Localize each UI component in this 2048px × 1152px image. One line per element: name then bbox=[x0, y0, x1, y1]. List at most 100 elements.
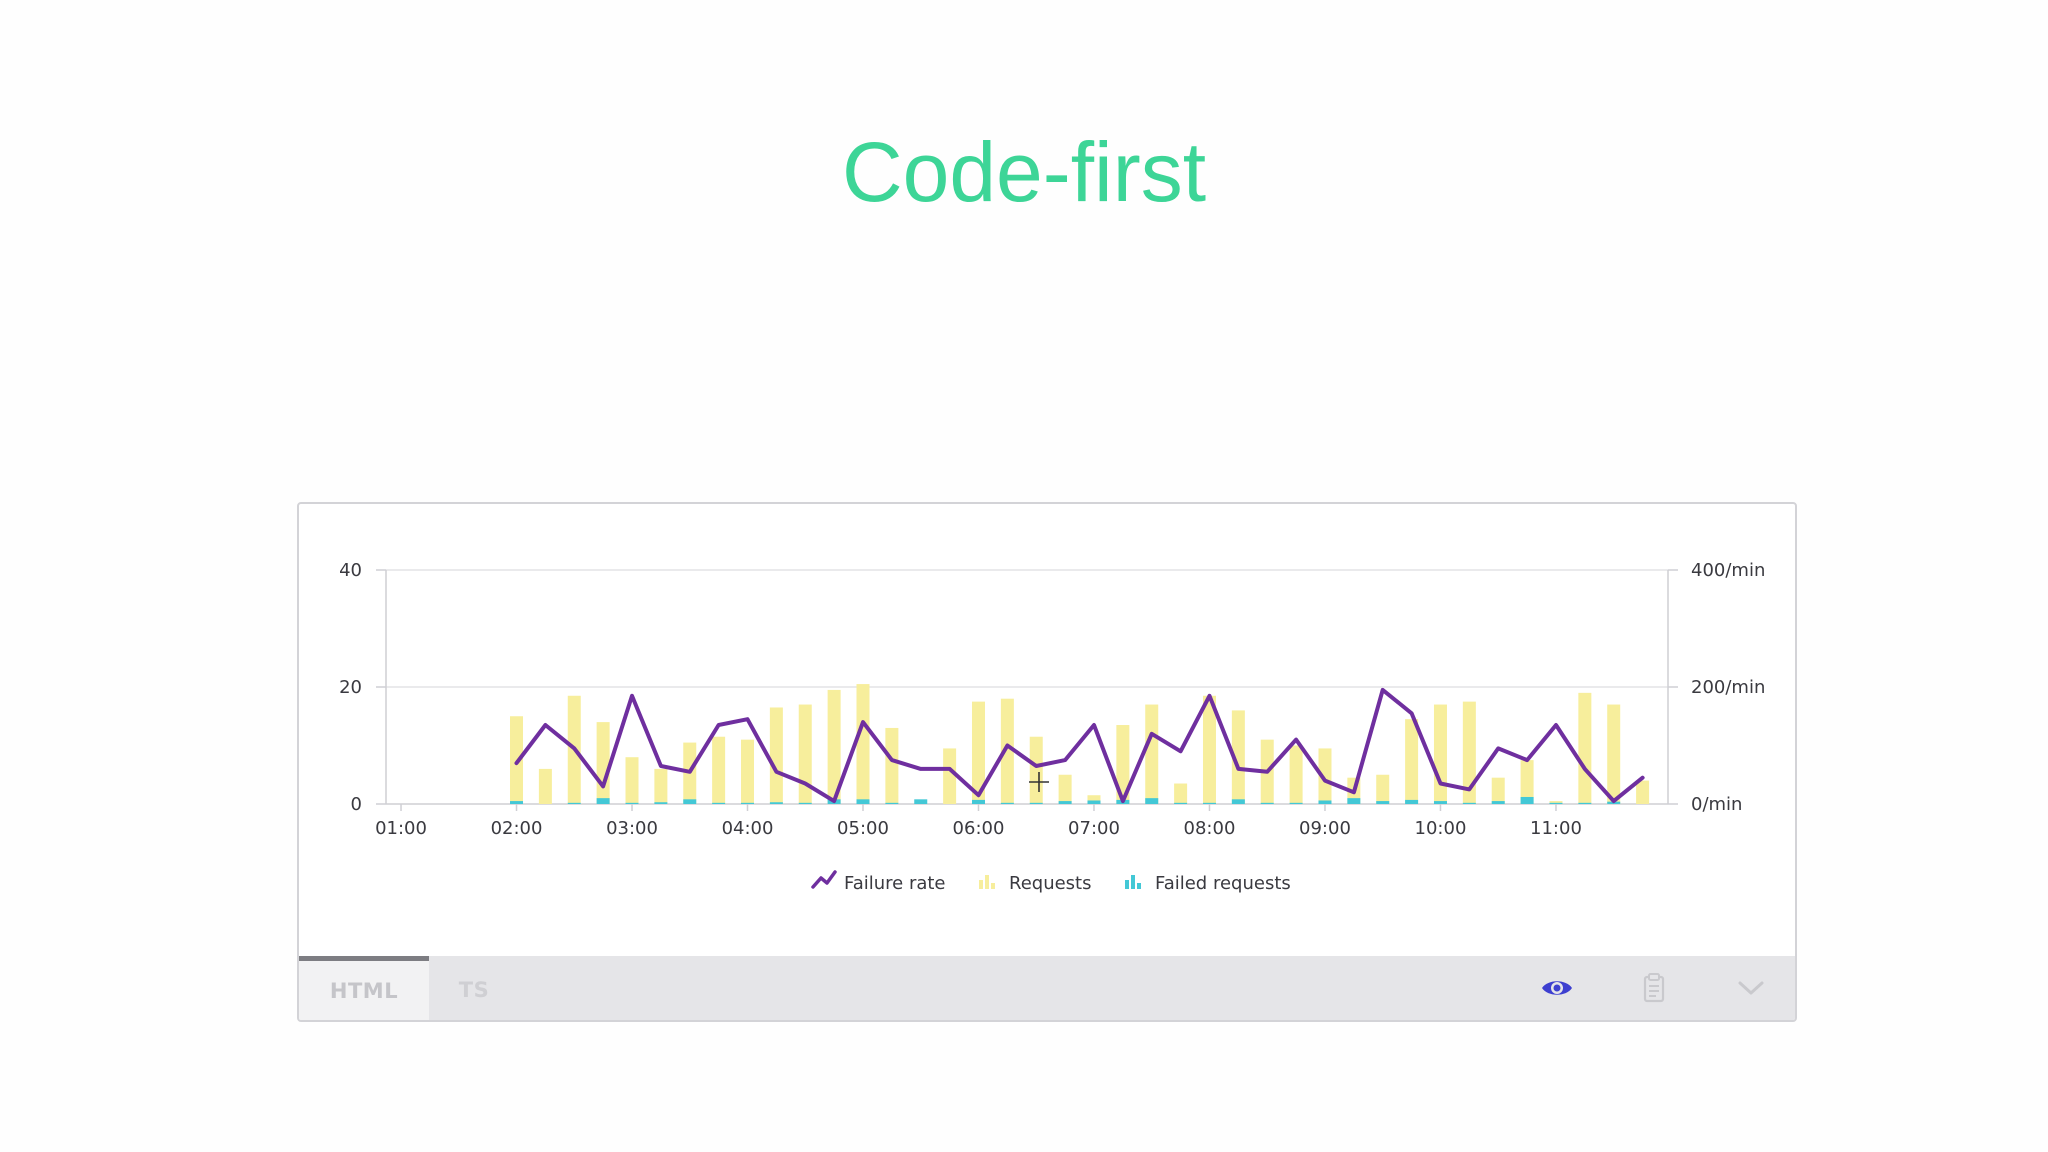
failed-requests-bar bbox=[1549, 802, 1563, 804]
legend-requests-icon bbox=[979, 880, 983, 889]
failed-requests-bar bbox=[1289, 802, 1303, 804]
requests-bar bbox=[1462, 701, 1476, 804]
failed-requests-bar bbox=[1029, 802, 1043, 804]
failed-requests-bar bbox=[1174, 802, 1188, 804]
failed-requests-bar bbox=[1347, 798, 1361, 804]
failed-requests-bar bbox=[1058, 801, 1072, 804]
tab-html[interactable]: HTML bbox=[299, 956, 429, 1020]
legend-requests-label: Requests bbox=[1009, 873, 1092, 894]
y-right-tick-label: 200/min bbox=[1691, 677, 1765, 698]
failed-requests-bar bbox=[567, 802, 581, 804]
requests-bar bbox=[1376, 774, 1390, 804]
x-tick-label: 06:00 bbox=[953, 818, 1005, 839]
requests-bar bbox=[538, 768, 552, 804]
requests-bar bbox=[1405, 719, 1419, 804]
eye-icon[interactable] bbox=[1539, 970, 1575, 1006]
legend-requests-icon bbox=[991, 883, 995, 889]
failed-requests-bar bbox=[1376, 801, 1390, 804]
failed-requests-bar bbox=[971, 799, 985, 804]
y-left-tick-label: 40 bbox=[339, 560, 362, 581]
failed-requests-bar bbox=[1145, 798, 1159, 804]
chevron-down-icon[interactable] bbox=[1733, 970, 1769, 1006]
failed-requests-bar bbox=[1260, 802, 1274, 804]
requests-bar bbox=[1145, 704, 1159, 804]
failed-requests-bar bbox=[1231, 799, 1245, 804]
failed-requests-bar bbox=[625, 802, 639, 804]
requests-bar bbox=[856, 684, 870, 804]
requests-bar bbox=[1520, 760, 1534, 804]
legend-failure-rate-icon bbox=[811, 870, 837, 889]
requests-bar bbox=[1231, 710, 1245, 804]
page-title: Code-first bbox=[841, 125, 1207, 219]
failed-requests-bar bbox=[1087, 800, 1101, 804]
requests-bar bbox=[1058, 774, 1072, 804]
legend-requests-icon bbox=[985, 875, 989, 889]
failure-rate-line bbox=[514, 687, 1645, 804]
requests-bar bbox=[971, 701, 985, 804]
requests-bar bbox=[827, 689, 841, 804]
requests-bar bbox=[1636, 780, 1650, 804]
failed-requests-bar bbox=[1202, 802, 1216, 804]
requests-bar bbox=[798, 704, 812, 804]
legend-failed-requests-icon bbox=[1131, 875, 1135, 889]
legend-failed-requests-icon bbox=[1137, 883, 1141, 889]
legend-failed-requests-label: Failed requests bbox=[1155, 873, 1291, 894]
failed-requests-bar bbox=[1405, 799, 1419, 804]
failed-requests-bar bbox=[596, 798, 610, 804]
failed-requests-bar bbox=[1578, 802, 1592, 804]
failed-requests-bar bbox=[741, 802, 755, 804]
failed-requests-bar bbox=[654, 802, 668, 804]
requests-bar bbox=[741, 739, 755, 804]
requests-bar bbox=[1087, 795, 1101, 804]
failed-requests-bar bbox=[510, 801, 524, 804]
y-left-tick-label: 0 bbox=[351, 794, 362, 815]
requests-bar bbox=[1549, 801, 1563, 804]
requests-bar bbox=[1000, 698, 1014, 804]
x-tick-label: 05:00 bbox=[837, 818, 889, 839]
legend-failed-requests-icon bbox=[1125, 880, 1129, 889]
failed-requests-bar bbox=[1000, 802, 1014, 804]
chart-card: 0 0/min 20 200/min 40 400/min 01:00 02:00 03:00 0… bbox=[297, 502, 1797, 1022]
failed-requests-bar bbox=[1318, 800, 1332, 804]
y-right-tick-label: 400/min bbox=[1691, 560, 1765, 581]
failed-requests-bar bbox=[914, 799, 928, 804]
code-toolbar: HTML TS bbox=[299, 956, 1795, 1020]
failed-requests-bar bbox=[769, 802, 783, 804]
requests-bar bbox=[1116, 725, 1130, 804]
failed-requests-bar bbox=[885, 802, 899, 804]
clipboard-icon[interactable] bbox=[1636, 970, 1672, 1006]
x-tick-label: 02:00 bbox=[491, 818, 543, 839]
x-tick-label: 09:00 bbox=[1299, 818, 1351, 839]
x-tick-label: 11:00 bbox=[1530, 818, 1582, 839]
requests-bar bbox=[654, 768, 668, 804]
requests-bar bbox=[769, 707, 783, 804]
failed-requests-bar bbox=[683, 799, 697, 804]
x-tick-label: 08:00 bbox=[1184, 818, 1236, 839]
x-tick-label: 07:00 bbox=[1068, 818, 1120, 839]
requests-bar bbox=[625, 757, 639, 804]
y-left-tick-label: 20 bbox=[339, 677, 362, 698]
failed-requests-bar bbox=[1433, 801, 1447, 804]
tab-ts[interactable]: TS bbox=[458, 978, 490, 1002]
requests-bar bbox=[1433, 704, 1447, 804]
crosshair-cursor-icon bbox=[1029, 772, 1049, 792]
requests-bar bbox=[943, 748, 957, 804]
failed-requests-bar bbox=[1520, 796, 1534, 804]
legend-failure-rate-label: Failure rate bbox=[844, 873, 946, 894]
x-tick-label: 04:00 bbox=[722, 818, 774, 839]
requests-bar bbox=[1607, 704, 1621, 804]
requests-bar bbox=[1174, 783, 1188, 804]
requests-bar bbox=[885, 727, 899, 804]
chart: 0 0/min 20 200/min 40 400/min 01:00 02:00 03:00 0… bbox=[339, 560, 1765, 894]
y-right-tick-label: 0/min bbox=[1691, 794, 1742, 815]
requests-bar bbox=[1578, 692, 1592, 804]
requests-bar bbox=[712, 736, 726, 804]
x-tick-label: 01:00 bbox=[375, 818, 427, 839]
requests-bar bbox=[1202, 695, 1216, 804]
failed-requests-bar bbox=[1462, 802, 1476, 804]
x-tick-label: 10:00 bbox=[1415, 818, 1467, 839]
failed-requests-bar bbox=[712, 802, 726, 804]
requests-bar bbox=[1318, 748, 1332, 804]
requests-bar bbox=[1491, 777, 1505, 804]
failed-requests-bar bbox=[1491, 801, 1505, 804]
